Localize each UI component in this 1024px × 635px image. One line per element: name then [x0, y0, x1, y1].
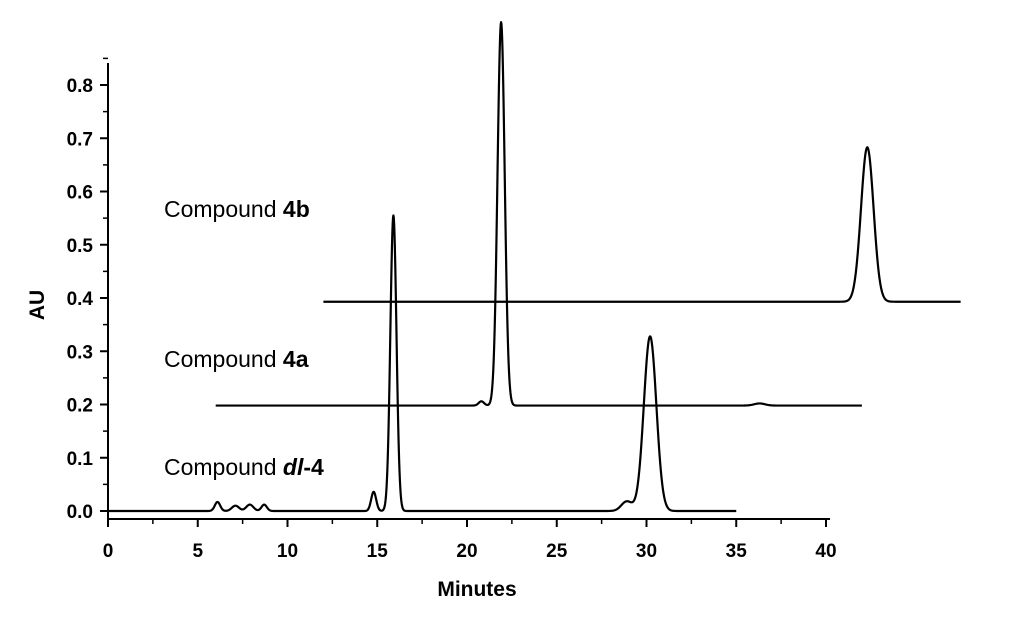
series-label-4b-prefix: Compound — [164, 196, 283, 222]
x-tick-label: 20 — [456, 541, 477, 562]
axes — [107, 63, 830, 520]
x-tick-label: 30 — [636, 541, 657, 562]
series-line-4b — [322, 146, 962, 303]
series-label-dl-4-emph: dl — [283, 454, 304, 480]
y-tick-label: 0.4 — [67, 289, 94, 310]
x-tick-label: 5 — [192, 541, 203, 562]
series-label-dl-4-suffix: -4 — [303, 454, 324, 480]
series-label-4a: Compound 4a — [164, 346, 309, 372]
series-line-4a — [214, 21, 863, 407]
series-label-4a-emph: 4a — [283, 346, 309, 372]
y-tick-label: 0.1 — [67, 449, 94, 470]
y-axis-title: AU — [26, 290, 49, 320]
series-label-4b: Compound 4b — [164, 196, 310, 222]
x-tick-label: 15 — [367, 541, 389, 562]
y-tick-label: 0.0 — [67, 502, 93, 523]
y-tick-label: 0.2 — [67, 396, 93, 417]
axis-tick-labels: 0 5 10 15 20 25 30 35 40 0.0 0.1 0.2 0.3 0.4 0.5 0.6 0.7… — [67, 76, 837, 562]
axis-ticks — [100, 57, 827, 527]
y-tick-label: 0.6 — [67, 183, 93, 204]
series-lines — [107, 21, 962, 513]
x-tick-label: 40 — [815, 541, 836, 562]
x-tick-label: 10 — [277, 541, 298, 562]
y-tick-label: 0.7 — [67, 129, 93, 150]
y-tick-label: 0.3 — [67, 342, 93, 363]
x-tick-label: 0 — [103, 541, 114, 562]
x-tick-label: 35 — [726, 541, 748, 562]
series-label-4b-emph: 4b — [283, 196, 310, 222]
x-axis-title: Minutes — [437, 578, 516, 601]
series-label-dl-4: Compound dl-4 — [164, 454, 324, 480]
y-tick-label: 0.5 — [67, 236, 94, 257]
series-line-dl-4 — [107, 214, 737, 513]
series-label-dl-4-prefix: Compound — [164, 454, 283, 480]
y-tick-label: 0.8 — [67, 76, 93, 97]
series-label-4a-prefix: Compound — [164, 346, 283, 372]
x-tick-label: 25 — [546, 541, 568, 562]
